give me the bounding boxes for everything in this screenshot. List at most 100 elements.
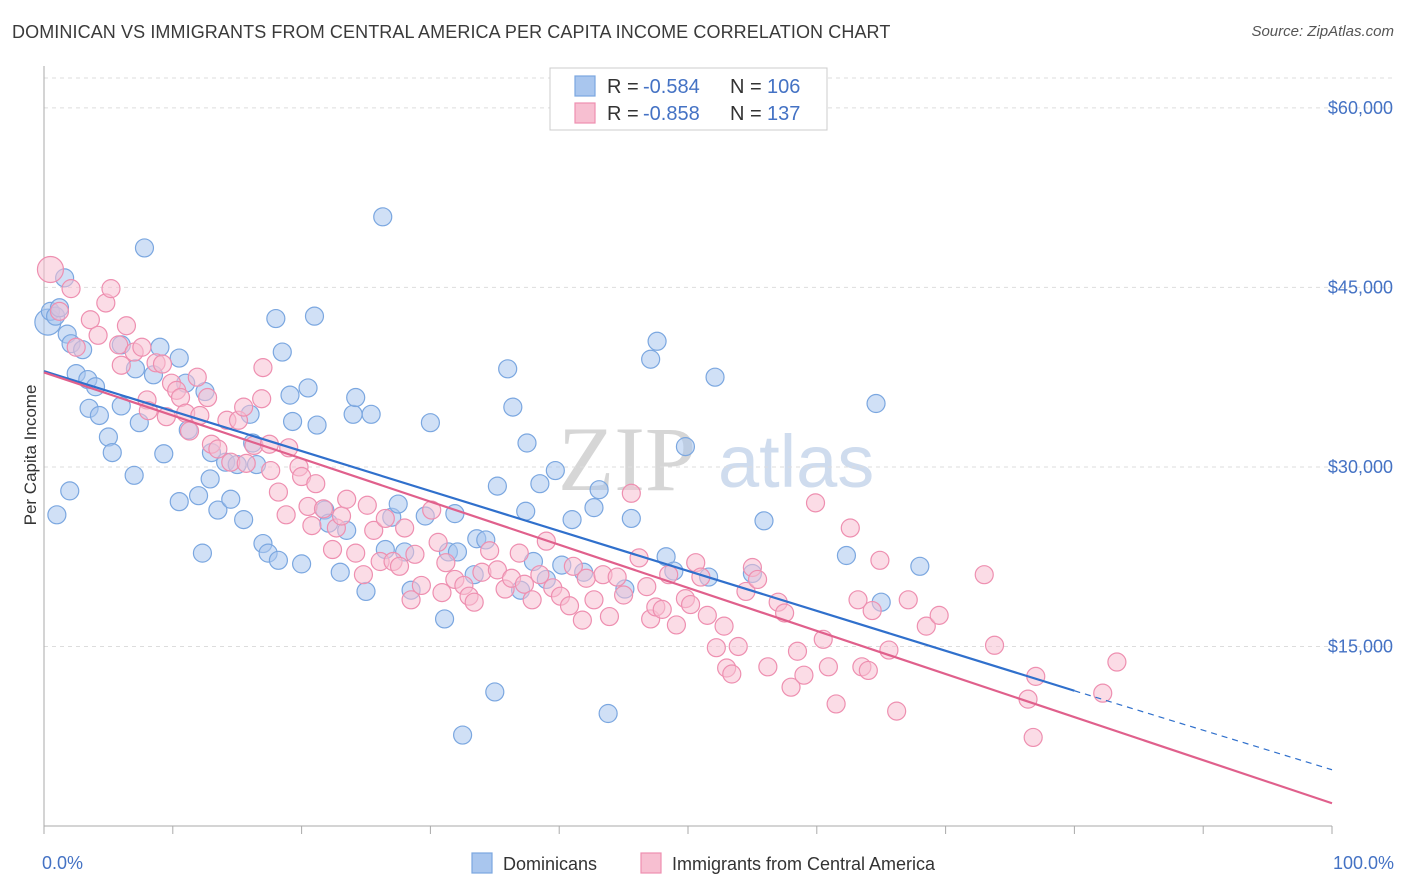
x-tick-label-max: 100.0% (1333, 853, 1394, 873)
dominicans-point (584, 498, 604, 518)
immigrants-point (331, 506, 352, 526)
immigrants-point (522, 590, 542, 610)
legend-n-label-blue: N = (730, 76, 762, 98)
dominicans-point (517, 433, 537, 453)
immigrants-point (572, 610, 592, 630)
immigrants-point (758, 657, 778, 677)
bottom-legend-swatch-blue (471, 852, 493, 874)
dominicans-point (705, 367, 725, 387)
legend-n-value-blue: 106 (767, 76, 800, 98)
dominicans-point (282, 411, 303, 432)
immigrants-point (322, 539, 343, 560)
dominicans-point (373, 207, 393, 227)
trend-line-dominicans (43, 370, 1075, 692)
dominicans-point (47, 505, 67, 525)
immigrants-point (197, 387, 218, 408)
dominicans-point (330, 562, 350, 582)
dominicans-point (388, 494, 408, 514)
legend-swatch-blue (574, 75, 596, 97)
immigrants-point (862, 600, 882, 621)
dominicans-point (621, 508, 641, 529)
dominicans-point (836, 545, 857, 566)
immigrants-point (794, 665, 814, 685)
immigrants-point (389, 556, 410, 576)
immigrants-point (401, 590, 421, 610)
immigrants-point (637, 577, 657, 597)
dominicans-point (434, 609, 455, 629)
immigrants-point (208, 439, 228, 459)
immigrants-point (405, 544, 425, 564)
immigrants-point (66, 337, 86, 357)
immigrants-point (236, 453, 256, 473)
immigrants-point (364, 520, 384, 540)
dominicans-point (598, 703, 618, 724)
dominicans-point (453, 725, 473, 745)
immigrants-point (116, 316, 137, 336)
correlation-legend: R = -0.584 N = 106 R = -0.858 N = 137 (549, 67, 828, 131)
dominicans-point (307, 415, 327, 435)
y-tick-label: $60,000 (1328, 98, 1393, 118)
immigrants-point (848, 590, 868, 610)
immigrants-point (599, 606, 620, 627)
dominicans-point (234, 510, 254, 530)
immigrants-point (1093, 683, 1113, 703)
immigrants-point (306, 474, 326, 494)
dominicans-point (188, 486, 209, 506)
dominicans-point (111, 396, 131, 416)
dominicans-point (280, 385, 300, 405)
dominicans-point (754, 511, 774, 531)
immigrants-point (563, 556, 583, 576)
immigrants-point (706, 638, 726, 658)
dominicans-point (910, 556, 930, 576)
immigrants-point (187, 367, 207, 387)
immigrants-point (302, 515, 322, 536)
dominicans-point (530, 474, 550, 494)
trend-lines (43, 370, 1333, 805)
immigrants-point (787, 641, 808, 661)
immigrants-point (234, 397, 254, 417)
immigrants-point (88, 325, 108, 345)
trend-line-dominicans-extrapolated (1074, 690, 1333, 771)
immigrants-point (432, 583, 452, 603)
legend-r-label-pink: R = (607, 103, 639, 125)
dominicans-point (503, 397, 523, 417)
immigrants-point (613, 585, 634, 605)
dominicans-point (292, 554, 312, 574)
immigrants-point (728, 636, 748, 657)
dominicans-point (221, 489, 241, 509)
immigrants-point (530, 565, 550, 585)
dominicans-point (866, 393, 886, 414)
immigrants-point (887, 701, 907, 721)
immigrants-point (111, 355, 131, 375)
immigrants-point (680, 594, 701, 615)
dominicans-point (266, 308, 286, 329)
immigrants-point (252, 389, 272, 409)
dominicans-point (356, 581, 376, 602)
dominicans-point (675, 437, 696, 457)
immigrants-point (774, 603, 795, 623)
gridlines (44, 77, 1394, 647)
dominicans-point (60, 481, 80, 501)
legend-r-value-pink: -0.858 (643, 103, 700, 125)
immigrants-point (781, 677, 801, 697)
dominicans-point (343, 404, 363, 424)
dominicans-point (545, 460, 565, 481)
dominicans-point (134, 238, 155, 258)
immigrants-point (80, 310, 100, 330)
dominicans-point (304, 306, 325, 326)
immigrants-point (576, 568, 596, 588)
immigrants-point (49, 301, 70, 321)
immigrants-point (337, 489, 357, 509)
immigrants-point (621, 483, 641, 503)
immigrants-point (607, 567, 627, 587)
immigrants-point (132, 337, 152, 357)
legend-r-value-blue: -0.584 (643, 76, 700, 98)
legend-n-label-pink: N = (730, 103, 762, 125)
dominicans-point (268, 550, 289, 570)
immigrants-point (929, 605, 949, 625)
dominicans-point (208, 500, 228, 520)
y-tick-labels: $15,000 $30,000 $45,000 $60,000 (1328, 98, 1393, 657)
dominicans-point (562, 510, 582, 530)
dominicans-point (346, 387, 366, 408)
